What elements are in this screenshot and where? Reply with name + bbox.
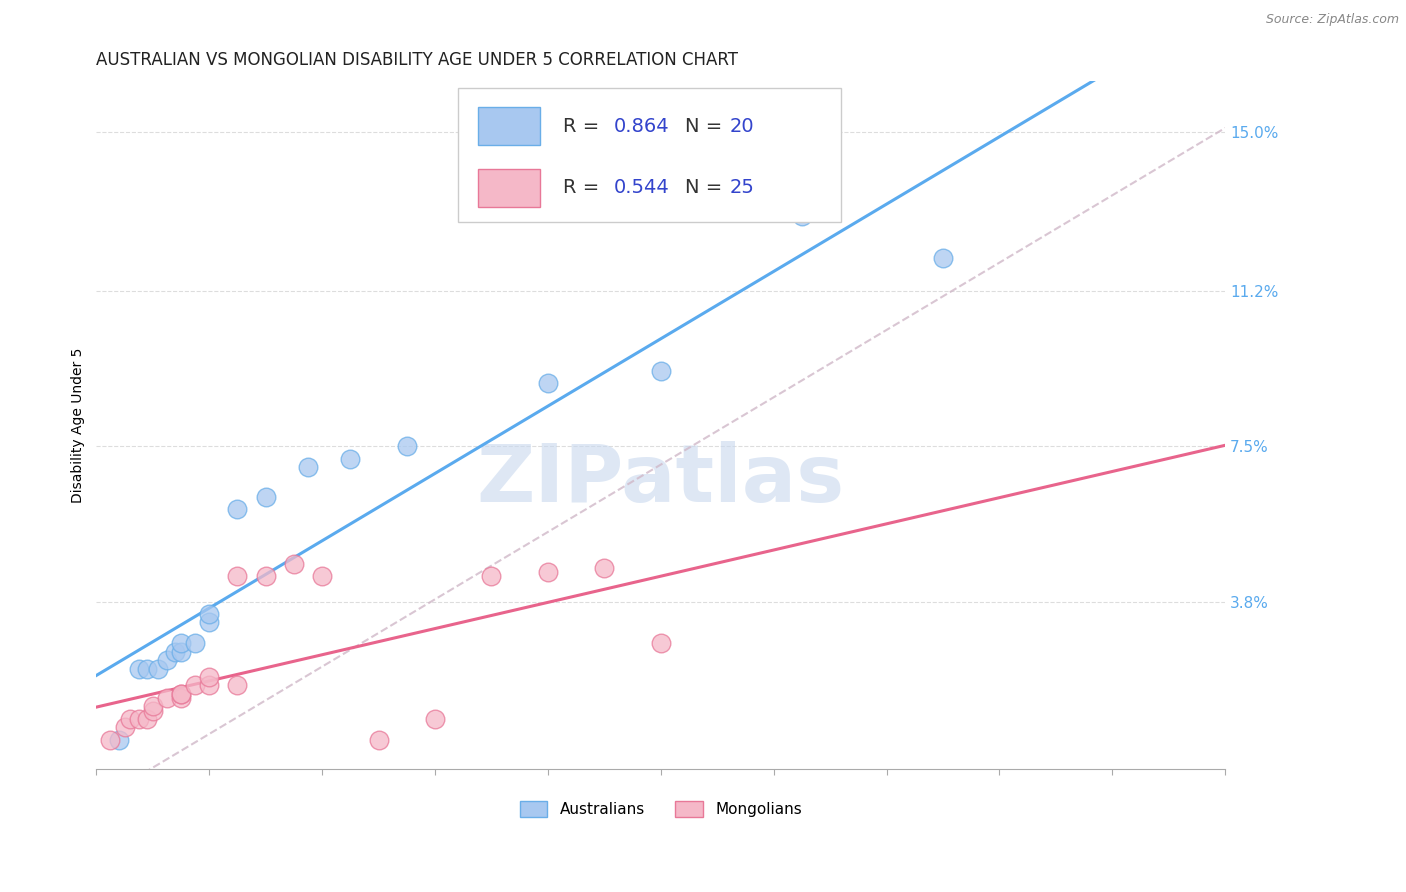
Point: [198, 615, 221, 630]
Text: Source: ZipAtlas.com: Source: ZipAtlas.com: [1265, 13, 1399, 27]
Point: [198, 670, 221, 684]
Point: [593, 561, 616, 575]
Point: [120, 712, 142, 726]
Point: [136, 712, 159, 726]
Point: [170, 691, 193, 706]
Point: [339, 451, 361, 466]
Point: [114, 720, 136, 734]
Text: N =: N =: [685, 178, 728, 197]
Point: [311, 569, 333, 583]
Point: [136, 662, 159, 676]
Point: [184, 678, 207, 692]
Y-axis label: Disability Age Under 5: Disability Age Under 5: [72, 348, 86, 503]
Point: [165, 645, 187, 659]
FancyBboxPatch shape: [478, 169, 540, 207]
Text: R =: R =: [562, 178, 605, 197]
Point: [395, 439, 418, 453]
Point: [128, 662, 150, 676]
Text: N =: N =: [685, 117, 728, 136]
Point: [423, 712, 446, 726]
FancyBboxPatch shape: [457, 88, 841, 222]
Text: 0.544: 0.544: [613, 178, 669, 197]
Point: [283, 557, 305, 571]
Point: [170, 687, 193, 701]
Point: [198, 607, 221, 621]
Point: [537, 376, 560, 391]
Point: [156, 691, 179, 706]
Point: [226, 569, 249, 583]
Point: [100, 733, 122, 747]
Point: [170, 687, 193, 701]
Text: AUSTRALIAN VS MONGOLIAN DISABILITY AGE UNDER 5 CORRELATION CHART: AUSTRALIAN VS MONGOLIAN DISABILITY AGE U…: [97, 51, 738, 69]
Point: [170, 645, 193, 659]
Text: 20: 20: [730, 117, 754, 136]
Point: [537, 565, 560, 579]
Text: ZIPatlas: ZIPatlas: [477, 442, 845, 519]
Point: [367, 733, 389, 747]
Point: [142, 699, 165, 714]
Point: [108, 733, 131, 747]
Point: [932, 251, 955, 265]
Point: [254, 569, 277, 583]
Point: [198, 678, 221, 692]
Point: [128, 712, 150, 726]
Point: [650, 636, 672, 650]
Point: [790, 209, 813, 223]
Point: [650, 364, 672, 378]
Point: [142, 704, 165, 718]
Text: 0.864: 0.864: [613, 117, 669, 136]
Point: [148, 662, 170, 676]
Point: [226, 678, 249, 692]
Point: [254, 490, 277, 504]
Point: [184, 636, 207, 650]
Point: [481, 569, 503, 583]
FancyBboxPatch shape: [478, 107, 540, 145]
Point: [156, 653, 179, 667]
Point: [226, 502, 249, 516]
Legend: Australians, Mongolians: Australians, Mongolians: [513, 796, 808, 823]
Text: R =: R =: [562, 117, 605, 136]
Point: [297, 460, 319, 475]
Point: [170, 636, 193, 650]
Text: 25: 25: [730, 178, 755, 197]
